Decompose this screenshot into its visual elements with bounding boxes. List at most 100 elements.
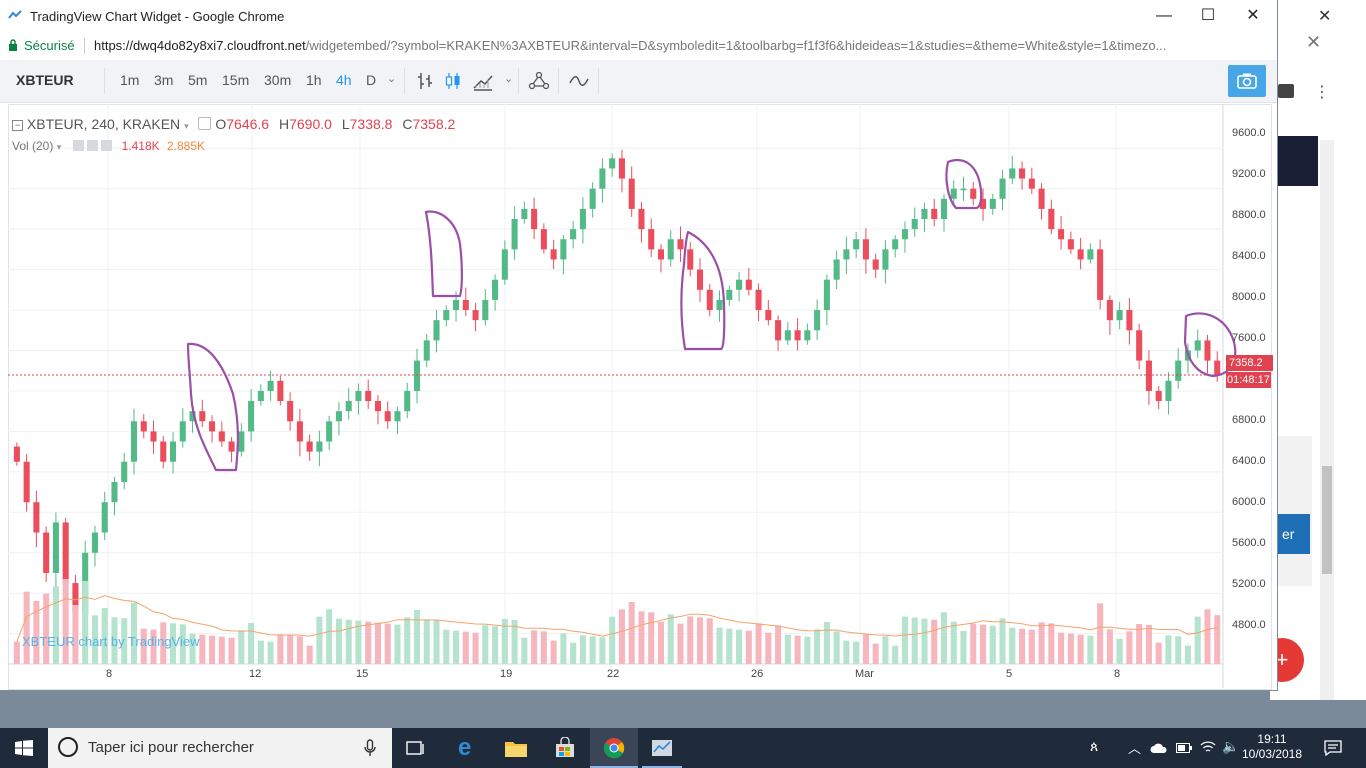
candle-body	[33, 502, 40, 533]
close-button[interactable]: ✕	[1246, 7, 1260, 24]
settings-icon[interactable]	[86, 140, 98, 151]
candle-body	[814, 310, 821, 331]
drawing-icon[interactable]	[568, 70, 590, 92]
address-bar[interactable]: Sécurisé https://dwq4do82y8xi7.cloudfron…	[0, 32, 1277, 61]
volume-bar	[150, 629, 157, 664]
candle-body	[667, 239, 674, 260]
indicators-icon[interactable]	[528, 70, 550, 92]
eye-icon[interactable]	[72, 140, 84, 151]
candle-body	[433, 320, 440, 341]
chrome-app-button[interactable]	[590, 728, 638, 768]
close-icon[interactable]: ✕	[1306, 32, 1322, 52]
battery-icon[interactable]	[1176, 743, 1192, 753]
bar-style-icon[interactable]	[414, 70, 436, 92]
interval-15m[interactable]: 15m	[222, 72, 250, 88]
maximize-button[interactable]: ☐	[1200, 7, 1216, 24]
legend-title[interactable]: XBTEUR, 240, KRAKEN	[26, 116, 181, 132]
tradingview-watermark-link[interactable]: XBTEUR chart by TradingView	[22, 634, 200, 649]
volume-bar	[736, 629, 743, 664]
background-panel	[1278, 436, 1312, 586]
clock-date: 10/03/2018	[1241, 747, 1303, 761]
chevron-down-icon[interactable]: ⌄	[387, 73, 397, 85]
volume-bar	[1038, 622, 1045, 664]
interval-1m[interactable]: 1m	[120, 72, 140, 88]
annotation-loop	[186, 342, 239, 472]
x-tick-label: 12	[249, 668, 262, 680]
candle-body	[394, 411, 401, 422]
people-icon[interactable]: ጰ	[1090, 738, 1099, 754]
task-view-button[interactable]	[392, 728, 440, 768]
wifi-icon[interactable]	[1200, 740, 1216, 754]
chevron-down-icon[interactable]: ⌄	[504, 73, 514, 85]
candle-body	[335, 411, 342, 422]
chrome-window: TradingView Chart Widget - Google Chrome…	[0, 0, 1277, 690]
camera-icon	[1237, 73, 1257, 89]
volume-bar	[62, 579, 69, 664]
volume-bar	[706, 618, 713, 664]
volume-bar	[277, 634, 284, 664]
volume-bar	[531, 630, 538, 664]
candle-body	[1048, 208, 1055, 230]
chevron-down-icon[interactable]: ▾	[184, 121, 189, 131]
microphone-icon[interactable]	[364, 739, 376, 757]
snapshot-button[interactable]	[1228, 65, 1266, 97]
volume-bar	[599, 637, 606, 664]
background-button[interactable]: er	[1278, 514, 1310, 554]
volume-bar	[540, 631, 547, 664]
scrollbar-thumb[interactable]	[1322, 466, 1332, 574]
volume-bar	[589, 636, 596, 664]
volume-bar	[1194, 616, 1201, 664]
background-window: ✕ ✕ ⋮ er +	[1260, 0, 1366, 700]
price-chart[interactable]	[8, 104, 1270, 688]
interval-4h[interactable]: 4h	[336, 72, 352, 88]
volume-bar	[862, 634, 869, 664]
volume-bar	[1175, 636, 1182, 664]
minimize-button[interactable]: —	[1156, 7, 1172, 24]
symbol-search[interactable]: XBTEUR	[16, 72, 74, 88]
notifications-icon[interactable]	[1324, 740, 1342, 756]
volume-title[interactable]: Vol (20)	[12, 139, 54, 153]
chevron-up-icon[interactable]: ︿	[1128, 741, 1142, 756]
remove-icon[interactable]	[101, 140, 113, 151]
close-value: 7358.2	[412, 116, 456, 132]
x-tick-label: 19	[500, 668, 513, 680]
more-icon[interactable]: ⋮	[1314, 84, 1330, 101]
scrollbar[interactable]	[1320, 140, 1334, 700]
volume-icon[interactable]: 🔈	[1222, 738, 1240, 754]
volume-bar	[287, 635, 294, 664]
interval-5m[interactable]: 5m	[188, 72, 208, 88]
system-clock[interactable]: 19:11 10/03/2018	[1240, 732, 1304, 762]
candle-body	[687, 249, 694, 270]
candle-body	[716, 299, 723, 311]
explorer-app-button[interactable]	[492, 728, 540, 768]
url-text[interactable]: https://dwq4do82y8xi7.cloudfront.net/wid…	[94, 38, 1274, 53]
taskbar-search[interactable]: Taper ici pour rechercher	[48, 728, 392, 768]
interval-1h[interactable]: 1h	[306, 72, 322, 88]
candle-body	[872, 259, 879, 270]
close-icon[interactable]: ✕	[1318, 8, 1332, 25]
volume-bar	[130, 602, 138, 664]
candle-body	[111, 481, 118, 503]
candle-body	[43, 532, 50, 573]
candle-style-icon[interactable]	[442, 70, 464, 92]
volume-ma-line	[16, 595, 1218, 642]
chart-pane[interactable]	[8, 104, 1272, 690]
interval-30m[interactable]: 30m	[264, 72, 292, 88]
candle-body	[765, 310, 772, 321]
volume-bar	[775, 625, 782, 664]
download-icon[interactable]	[1278, 84, 1294, 98]
y-tick-label: 5600.0	[1232, 537, 1266, 549]
interval-D[interactable]: D	[366, 72, 377, 88]
chevron-down-icon[interactable]: ▾	[56, 142, 62, 152]
stock-app-button[interactable]	[638, 728, 686, 768]
onedrive-icon[interactable]	[1150, 742, 1168, 754]
interval-3m[interactable]: 3m	[154, 72, 174, 88]
edge-app-button[interactable]: e	[444, 728, 492, 768]
compare-icon[interactable]	[472, 70, 494, 92]
collapse-icon[interactable]: −	[12, 120, 23, 131]
candle-body	[1204, 340, 1211, 361]
start-button[interactable]	[0, 728, 48, 768]
settings-icon[interactable]	[198, 117, 212, 130]
store-app-button[interactable]	[540, 728, 588, 768]
candle-body	[296, 421, 303, 442]
